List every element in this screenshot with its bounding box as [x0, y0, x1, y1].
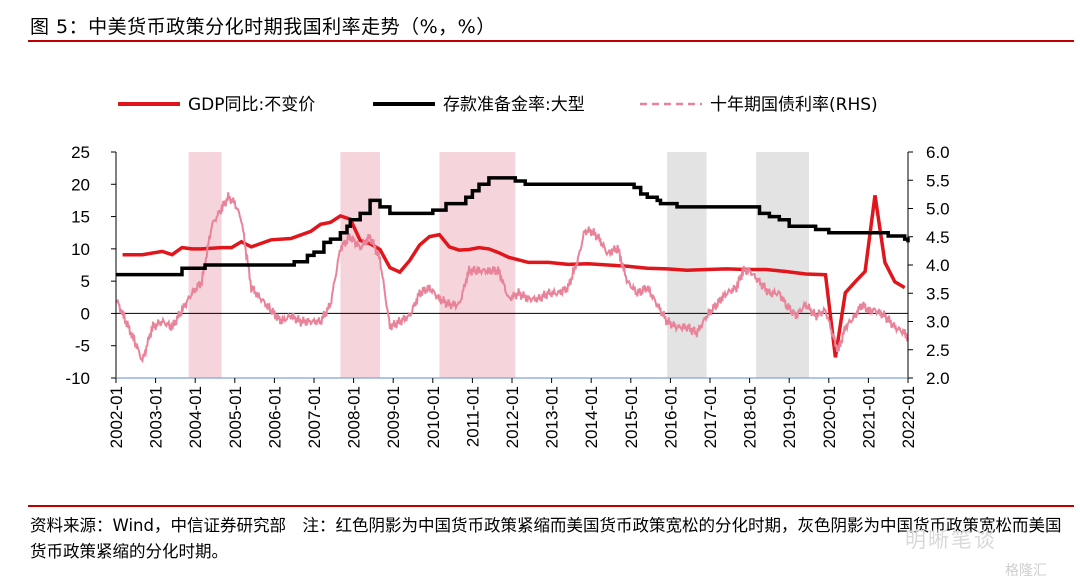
x-tick-label: 2019-01	[780, 386, 799, 448]
source-rule	[28, 505, 1074, 507]
y-right-tick-label: 4.0	[926, 256, 950, 275]
x-tick-label: 2002-01	[107, 386, 126, 448]
legend-bond-label: 十年期国债利率(RHS)	[710, 95, 878, 115]
x-tick-label: 2004-01	[186, 386, 205, 448]
x-tick-label: 2022-01	[899, 386, 918, 448]
series-rrr-line	[116, 176, 910, 277]
y-right-tick-label: 3.0	[926, 313, 950, 332]
y-left-tick-label: 0	[81, 304, 90, 323]
x-tick-label: 2006-01	[265, 386, 284, 448]
y-left-tick-label: -10	[65, 369, 90, 388]
x-tick-label: 2014-01	[582, 386, 601, 448]
y-right-tick-label: 2.0	[926, 369, 950, 388]
watermark: 明晰笔谈	[905, 528, 997, 552]
shaded-periods	[188, 152, 809, 378]
legend: GDP同比:不变价 存款准备金率:大型 十年期国债利率(RHS)	[118, 95, 878, 115]
x-tick-label: 2016-01	[661, 386, 680, 448]
y-left-tick-label: 10	[71, 240, 90, 259]
y-right-tick-label: 5.0	[926, 200, 950, 219]
figure-title: 图 5：中美货币政策分化时期我国利率走势（%，%）	[30, 16, 496, 38]
x-tick-label: 2005-01	[226, 386, 245, 448]
legend-rrr-label: 存款准备金率:大型	[443, 95, 585, 115]
x-tick-label: 2020-01	[820, 386, 839, 448]
x-tick-label: 2018-01	[741, 386, 760, 448]
x-tick-label: 2015-01	[622, 386, 641, 448]
y-right-tick-label: 4.5	[926, 228, 950, 247]
y-left-tick-label: 15	[71, 208, 90, 227]
x-tick-label: 2009-01	[384, 386, 403, 448]
x-tick-label: 2003-01	[147, 386, 166, 448]
shade-red-1	[340, 152, 380, 378]
title-rule	[28, 40, 1074, 42]
y-right-tick-label: 2.5	[926, 341, 950, 360]
x-tick-label: 2007-01	[305, 386, 324, 448]
y-right-tick-label: 3.5	[926, 284, 950, 303]
series-lines	[115, 176, 910, 364]
legend-gdp-label: GDP同比:不变价	[188, 95, 315, 115]
y-left-tick-label: 20	[71, 175, 90, 194]
shade-gray-3	[667, 152, 707, 378]
source-note: 资料来源：Wind，中信证券研究部 注：红色阴影为中国货币政策紧缩而美国货币政策…	[30, 516, 1062, 561]
y-right-tick-label: 6.0	[926, 143, 950, 162]
y-left-tick-label: 25	[71, 143, 90, 162]
watermark-secondary: 格隆汇	[1005, 563, 1047, 579]
x-tick-label: 2011-01	[463, 386, 482, 447]
series-gdp-line	[122, 195, 906, 358]
x-tick-label: 2012-01	[503, 386, 522, 448]
x-tick-label: 2021-01	[859, 386, 878, 448]
chart: -10 -5 0 5 10 15 20 25 2.0 2.5 3.0 3.5 4.0 4.5 5.0 5.5 6…	[65, 95, 949, 448]
axes: -10 -5 0 5 10 15 20 25 2.0 2.5 3.0 3.5 4.0 4.5 5.0 5.5 6…	[65, 143, 949, 448]
x-tick-label: 2008-01	[345, 386, 364, 448]
y-left-tick-label: 5	[81, 272, 90, 291]
x-tick-label: 2017-01	[701, 386, 720, 448]
y-left-tick-label: -5	[75, 337, 90, 356]
shade-gray-4	[756, 152, 809, 378]
x-tick-label: 2013-01	[543, 386, 562, 448]
y-right-tick-label: 5.5	[926, 171, 950, 190]
x-tick-label: 2010-01	[424, 386, 443, 448]
